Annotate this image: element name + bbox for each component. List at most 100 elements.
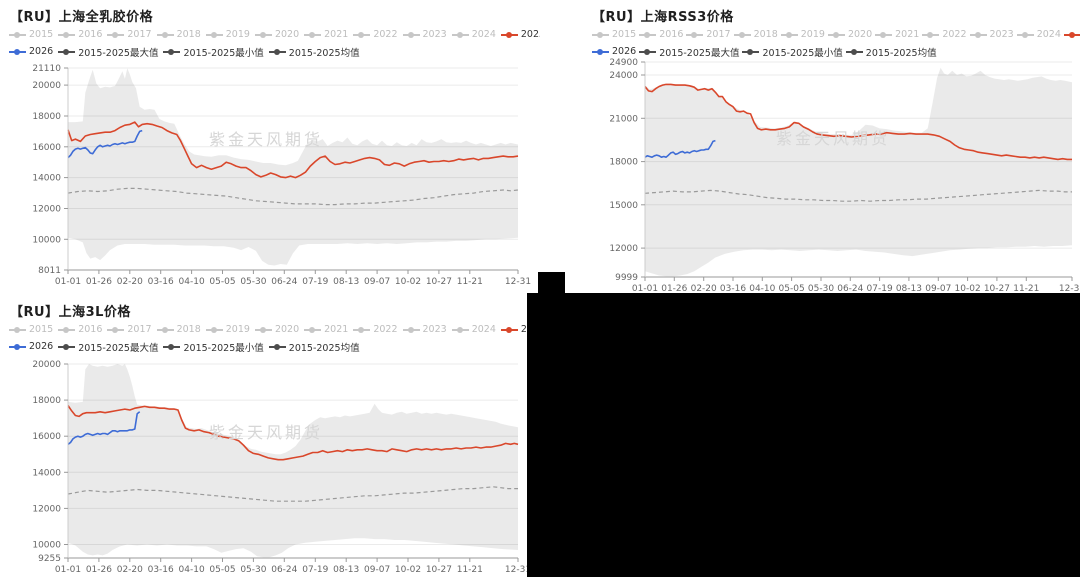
legend-item-stat-1: 2015-2025最小值 [163,340,264,354]
y-axis-tick-label: 12000 [32,504,61,514]
legend-item-2016: 2016 [58,324,102,335]
x-axis-tick-label: 10-02 [395,565,421,575]
x-axis-tick-label: 12-31 [505,565,531,575]
legend-item-2026: 2026 [592,46,636,57]
y-axis-tick-label: 12000 [32,205,61,215]
series-2025-line [67,121,519,179]
legend-marker-icon [827,31,845,38]
legend-marker-icon [969,31,987,38]
watermark-text: 紫金天风期货 [209,423,323,442]
x-axis-tick-label: 05-30 [240,277,266,287]
legend-marker-icon [58,48,76,55]
legend-row-years: 2015 2016 2017 2018 2019 2020 2021 2022 2023 2024… [9,322,540,337]
legend-marker-icon [500,326,518,333]
legend-marker-icon [58,326,76,333]
legend-marker-icon [451,326,469,333]
x-axis-tick-label: 09-07 [364,565,390,575]
legend-item-2020: 2020 [827,29,872,40]
x-axis-tick-label: 05-30 [808,284,834,293]
legend-item-stat-0: 2015-2025最大值 [58,340,158,354]
y-axis-tick-label: 9255 [38,554,61,564]
x-axis-tick-label: 05-30 [240,565,266,575]
legend-row-stats: 2026 2015-2025最大值 2015-2025最小值 2015-2025均值 [592,44,1080,59]
legend-item-stat-1: 2015-2025最小值 [742,45,843,59]
y-axis-tick-label: 9999 [615,273,638,283]
x-axis-tick-label: 02-20 [117,565,143,575]
x-axis-tick-label: 01-26 [86,277,112,287]
y-axis-tick-label: 16000 [32,143,61,153]
y-axis-tick-label: 18000 [609,158,638,168]
y-axis-tick-label: 16000 [32,432,61,442]
legend-item-2019: 2019 [780,29,825,40]
legend-item-2020: 2020 [254,324,299,335]
legend-marker-icon [268,48,286,55]
legend-marker-icon [592,31,609,38]
x-axis-tick-label: 05-05 [209,277,235,287]
x-axis-tick-label: 12-31 [1059,284,1080,293]
chart-title-whole-latex: 【RU】上海全乳胶价格 [10,10,154,25]
y-axis-tick-label: 21110 [32,64,61,74]
x-axis-tick-label: 09-07 [364,277,390,287]
series-2026-line [67,411,141,445]
legend-marker-icon [875,31,893,38]
legend-marker-icon [742,48,760,55]
legend-item-2024: 2024 [451,29,496,40]
min-max-band [645,67,1072,277]
chart-panel-whole-latex: 【RU】上海全乳胶价格 2015 2016 2017 2018 2019 2020 2021… [0,0,540,293]
x-axis-tick-label: 04-10 [179,277,205,287]
legend-item-2021: 2021 [304,324,348,335]
legend-item-2021: 2021 [304,29,348,40]
watermark-text: 紫金天风期货 [776,129,890,148]
legend-marker-icon [845,48,863,55]
legend-marker-icon [268,343,286,350]
legend-item-stat-2: 2015-2025均值 [268,45,360,59]
legend-marker-icon [304,31,322,38]
y-axis-tick-label: 10000 [32,541,61,551]
legend-marker-icon [205,326,223,333]
legend-item-2026: 2026 [9,341,53,352]
x-axis-tick-label: 06-24 [271,277,297,287]
x-axis-tick-label: 09-07 [925,284,951,293]
watermark-text: 紫金天风期货 [209,130,323,149]
x-axis-tick-label: 06-24 [837,284,863,293]
legend-marker-icon [733,31,751,38]
legend-marker-icon [1063,31,1080,38]
legend-marker-icon [686,31,704,38]
legend-item-2019: 2019 [205,324,250,335]
y-axis-tick-label: 14000 [32,174,61,184]
y-axis-tick-label: 20000 [32,360,61,370]
series-2025-line [644,83,1072,161]
series-2026-line [644,139,716,158]
plot-area-3l: 01-01 01-26 02-20 03-16 04-10 05-05 05-30 06-24… [0,353,540,577]
legend-marker-icon [58,343,76,350]
legend-marker-icon [1016,31,1034,38]
x-axis-tick-label: 07-19 [302,565,328,575]
x-axis-tick-label: 01-26 [86,565,112,575]
black-mask-notch [538,272,565,293]
legend-item-2015: 2015 [592,29,636,40]
legend-marker-icon [9,48,26,55]
x-axis-tick-label: 10-27 [426,565,452,575]
legend-marker-icon [639,48,657,55]
legend-item-2022: 2022 [353,324,398,335]
legend-marker-icon [353,31,371,38]
x-axis-tick-label: 05-05 [209,565,235,575]
legend-marker-icon [922,31,940,38]
chart-panel-3l: 【RU】上海3L价格 2015 2016 2017 2018 2019 2020 2021 2… [0,295,540,577]
legend-item-2017: 2017 [686,29,731,40]
chart-title-rss3: 【RU】上海RSS3价格 [592,10,734,25]
legend-marker-icon [353,326,371,333]
chart-title-3l: 【RU】上海3L价格 [10,305,131,320]
y-axis-tick-label: 8011 [38,266,61,276]
legend-marker-icon [500,31,518,38]
legend-item-2018: 2018 [733,29,778,40]
legend-item-2022: 2022 [353,29,398,40]
series-2025-line [67,405,519,461]
x-axis-tick-label: 11-21 [457,565,483,575]
legend-marker-icon [156,326,174,333]
mean-line [644,189,1072,202]
legend-row-years: 2015 2016 2017 2018 2019 2020 2021 2022 2023 2024… [592,27,1080,42]
legend-marker-icon [205,31,223,38]
chart-panel-rss3: 【RU】上海RSS3价格 2015 2016 2017 2018 2019 2020 202… [585,0,1080,293]
